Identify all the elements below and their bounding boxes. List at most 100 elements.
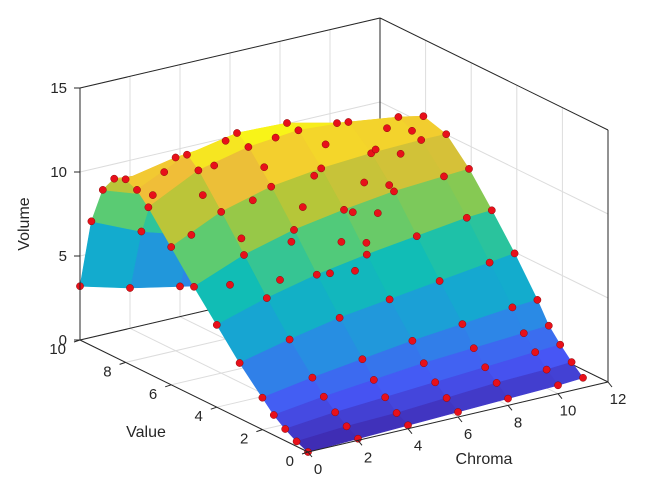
data-point	[337, 238, 346, 246]
data-point	[408, 126, 416, 135]
z-tick-label: 5	[59, 248, 67, 265]
data-point	[335, 313, 344, 322]
data-point	[348, 208, 357, 217]
data-point	[292, 437, 301, 446]
data-point	[440, 172, 448, 181]
data-point	[344, 118, 353, 126]
data-point	[371, 145, 380, 154]
data-point	[290, 226, 298, 234]
data-point	[567, 358, 576, 366]
data-point	[126, 284, 134, 292]
data-point	[385, 181, 394, 189]
x-tick-label: 4	[414, 438, 422, 455]
data-point	[310, 171, 319, 180]
data-point	[171, 153, 180, 162]
y-axis-label: Value	[126, 424, 166, 441]
data-point	[392, 409, 401, 417]
y-tick-label: 0	[286, 453, 294, 470]
data-point	[210, 161, 219, 170]
data-point	[237, 234, 246, 243]
data-point	[267, 182, 276, 191]
data-point	[160, 168, 169, 176]
x-tick-mark	[407, 428, 413, 434]
data-point	[383, 124, 391, 133]
data-point	[217, 208, 226, 216]
box-edge	[79, 17, 381, 89]
data-point	[287, 237, 296, 246]
data-point	[271, 133, 280, 142]
y-tick-mark	[301, 451, 309, 455]
data-point	[342, 422, 351, 431]
data-point	[481, 363, 490, 372]
data-point	[212, 321, 221, 329]
data-point	[110, 174, 119, 183]
data-point	[133, 186, 141, 194]
data-point	[190, 282, 198, 291]
data-point	[462, 213, 471, 222]
data-point	[381, 393, 390, 402]
data-point	[419, 359, 428, 368]
x-tick-mark	[457, 416, 463, 423]
data-point	[554, 381, 562, 390]
data-point	[244, 143, 253, 151]
data-point	[458, 320, 467, 328]
data-point	[235, 359, 244, 367]
data-point	[194, 166, 203, 175]
data-point	[281, 425, 290, 433]
data-point	[492, 379, 501, 387]
y-tick-label: 10	[49, 341, 66, 358]
data-point	[508, 303, 517, 312]
data-points	[76, 112, 587, 456]
data-point	[385, 295, 394, 304]
x-tick-mark	[607, 381, 613, 388]
data-point	[465, 165, 473, 173]
data-point	[221, 136, 230, 145]
x-tick-mark	[307, 451, 313, 458]
x-tick-mark	[507, 405, 513, 411]
data-point	[408, 336, 417, 345]
data-point	[262, 294, 271, 302]
data-point	[454, 408, 462, 416]
x-tick-label: 12	[610, 391, 627, 408]
x-tick-label: 2	[364, 449, 372, 466]
data-point	[276, 276, 284, 284]
data-point	[579, 373, 587, 382]
data-point	[258, 393, 267, 402]
data-point	[431, 378, 440, 387]
x-tick-mark	[357, 440, 363, 446]
data-point	[98, 186, 107, 194]
data-point	[435, 277, 444, 285]
data-point	[198, 191, 207, 199]
box-edge	[379, 17, 609, 131]
data-point	[308, 373, 317, 382]
data-point	[394, 113, 403, 121]
data-point	[531, 348, 540, 357]
data-point	[137, 227, 146, 236]
data-point	[396, 149, 405, 158]
data-point	[417, 136, 426, 144]
data-point	[285, 335, 294, 344]
data-point	[469, 344, 478, 353]
data-point	[183, 150, 191, 159]
data-point	[331, 408, 340, 417]
z-tick-label: 10	[50, 164, 67, 181]
data-point	[226, 280, 234, 289]
data-point	[487, 206, 496, 215]
data-point	[176, 282, 184, 291]
front-axes	[73, 87, 613, 458]
data-point	[319, 392, 328, 401]
data-point	[340, 205, 348, 214]
z-tick-label: 15	[50, 80, 67, 97]
y-tick-label: 8	[103, 363, 111, 380]
x-tick-label: 6	[464, 426, 472, 443]
data-point	[369, 376, 378, 384]
y-tick-mark	[165, 384, 172, 388]
x-axis-label: Chroma	[456, 451, 513, 468]
data-point	[533, 296, 542, 304]
y-tick-mark	[210, 406, 217, 410]
y-tick-mark	[119, 361, 126, 365]
x-tick-label: 0	[314, 461, 322, 478]
data-point	[312, 270, 321, 279]
